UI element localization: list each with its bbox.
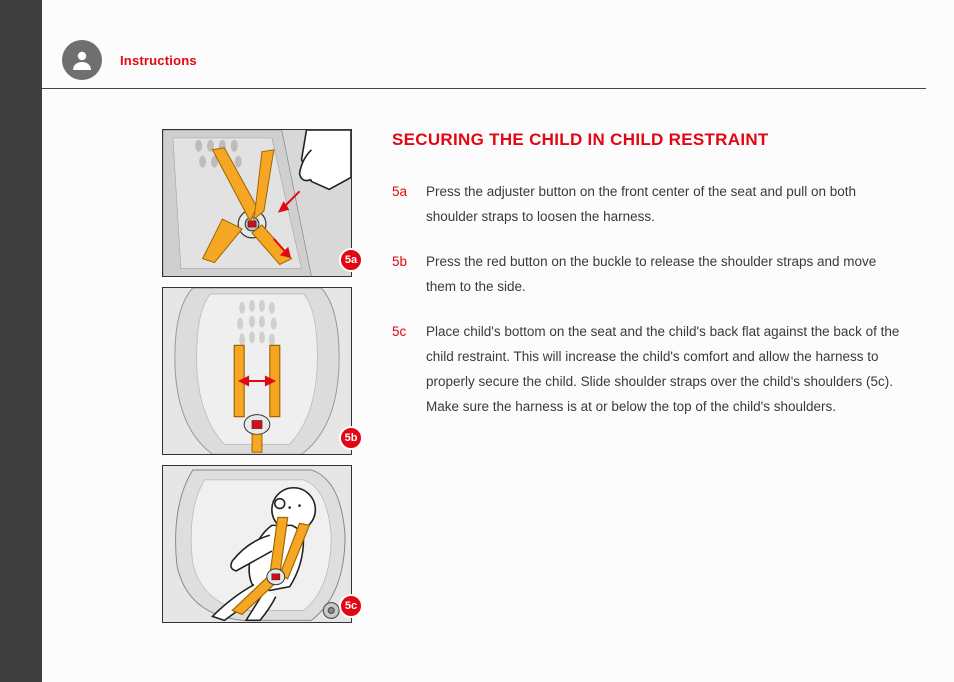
person-icon [62, 40, 102, 80]
figure-badge-5b: 5b [339, 426, 363, 450]
figure-5a: 5a [162, 129, 352, 277]
page: Instructions [0, 0, 954, 682]
content-area: Instructions [42, 0, 954, 682]
figure-5c: 5c [162, 465, 352, 623]
figure-5b: 5b [162, 287, 352, 455]
step-text-5b: Press the red button on the buckle to re… [426, 250, 904, 300]
figures-column: 5a [112, 129, 352, 623]
step-5b: 5b Press the red button on the buckle to… [392, 250, 904, 300]
section-title: SECURING THE CHILD IN CHILD RESTRAINT [392, 129, 904, 152]
step-text-5c: Place child's bottom on the seat and the… [426, 320, 904, 420]
header: Instructions [42, 0, 926, 89]
step-label-5c: 5c [392, 320, 426, 420]
figure-badge-5c: 5c [339, 594, 363, 618]
step-5a: 5a Press the adjuster button on the fron… [392, 180, 904, 230]
main: 5a [42, 89, 954, 623]
header-label: Instructions [120, 53, 197, 68]
step-label-5b: 5b [392, 250, 426, 300]
figure-badge-5a: 5a [339, 248, 363, 272]
step-label-5a: 5a [392, 180, 426, 230]
left-margin [0, 0, 42, 682]
step-text-5a: Press the adjuster button on the front c… [426, 180, 904, 230]
text-column: SECURING THE CHILD IN CHILD RESTRAINT 5a… [392, 129, 924, 623]
step-5c: 5c Place child's bottom on the seat and … [392, 320, 904, 420]
